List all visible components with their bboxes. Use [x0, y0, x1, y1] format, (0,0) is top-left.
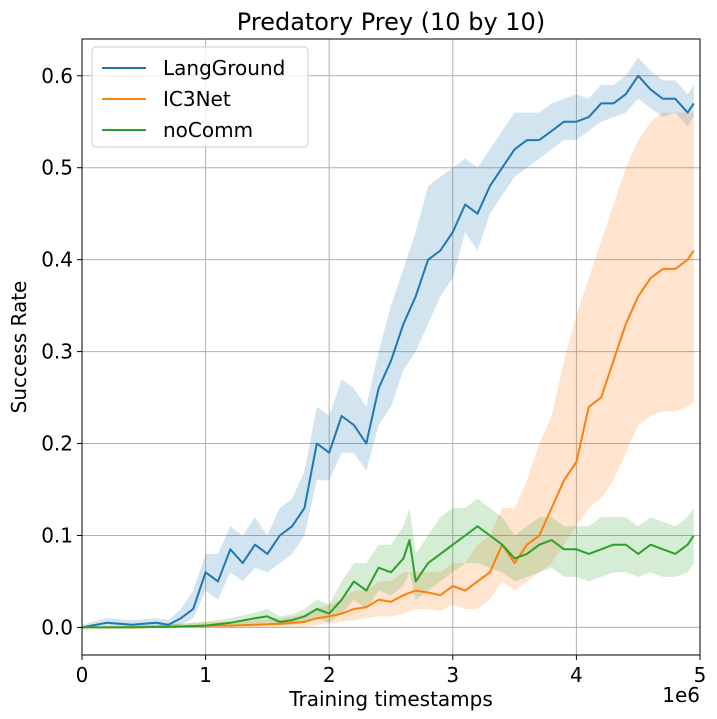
y-tick-label: 0.5 — [41, 156, 73, 180]
legend-label-langground: LangGround — [163, 56, 285, 80]
langground-line — [81, 74, 695, 629]
langground-band — [82, 57, 694, 628]
y-tick-label: 0.4 — [41, 248, 73, 272]
y-axis-label: Success Rate — [7, 281, 31, 414]
ic3net-line — [82, 249, 695, 629]
x-tick-label: 1 — [199, 663, 212, 687]
series-lines — [81, 74, 695, 629]
nocomm-line — [82, 525, 695, 629]
legend-frame — [91, 46, 309, 148]
x-tick-label: 3 — [446, 663, 459, 687]
x-tick-label: 0 — [76, 663, 89, 687]
y-tick-label: 0.3 — [41, 340, 73, 364]
chart-title: Predatory Prey (10 by 10) — [237, 8, 545, 36]
x-tick-label: 5 — [694, 663, 707, 687]
plot-frame — [81, 38, 701, 656]
x-axis-offset-label: 1e6 — [662, 683, 700, 707]
legend-label-ic3net: IC3Net — [163, 87, 231, 111]
y-tick-label: 0.1 — [41, 523, 73, 547]
ic3net-band — [82, 112, 694, 628]
x-axis-label: Training timestamps — [288, 687, 493, 711]
x-tick-label: 2 — [323, 663, 336, 687]
legend-label-nocomm: noComm — [163, 118, 253, 142]
x-tick-label: 4 — [570, 663, 583, 687]
y-tick-label: 0.6 — [41, 64, 73, 88]
axis-ticks: 0 1 2 3 4 5 0.0 0.1 0.2 0.3 0.4 0.5 0.6 — [41, 64, 706, 687]
y-tick-label: 0.0 — [41, 615, 73, 639]
legend: LangGround IC3Net noComm — [91, 46, 309, 148]
y-tick-label: 0.2 — [41, 432, 73, 456]
